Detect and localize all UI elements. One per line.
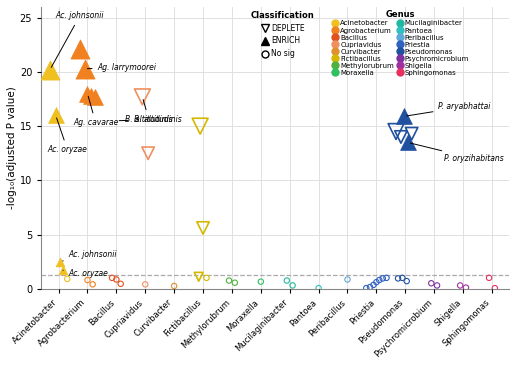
Point — [485, 275, 493, 281]
Point — [343, 277, 352, 283]
Point — [397, 134, 405, 140]
Point — [283, 278, 291, 284]
Point — [88, 281, 97, 287]
Point — [63, 276, 71, 282]
Point — [83, 277, 92, 283]
Point — [379, 276, 387, 281]
Text: Ag. larrymoorei: Ag. larrymoorei — [87, 63, 157, 72]
Point — [202, 275, 211, 281]
Point — [366, 284, 374, 290]
Point — [433, 283, 441, 288]
Text: Ac. oryzae: Ac. oryzae — [63, 269, 109, 278]
Point — [90, 94, 99, 100]
Point — [59, 267, 67, 273]
Point — [257, 279, 265, 285]
Point — [196, 123, 204, 129]
Point — [83, 91, 92, 97]
Point — [372, 279, 381, 285]
Text: B. altitudinis: B. altitudinis — [125, 100, 173, 124]
Point — [369, 282, 378, 288]
Text: P. aryabhattai: P. aryabhattai — [407, 102, 491, 116]
Point — [392, 128, 400, 134]
Point — [141, 281, 149, 287]
Point — [144, 150, 152, 156]
Point — [51, 112, 60, 118]
Point — [81, 66, 89, 72]
Point — [46, 67, 54, 73]
Point — [138, 94, 147, 100]
Point — [289, 283, 297, 288]
Point — [362, 285, 370, 291]
Point — [402, 278, 411, 284]
Y-axis label: -log₁₀(adjusted P value): -log₁₀(adjusted P value) — [7, 86, 17, 209]
Point — [231, 280, 239, 285]
Point — [199, 225, 207, 231]
Point — [112, 277, 121, 283]
Text: Ac. oryzae: Ac. oryzae — [48, 118, 87, 154]
Legend: Acinetobacter, Agrobacterium, Bacillus, Cupriavidus, Curvibacter, Fictibacillus,: Acinetobacter, Agrobacterium, Bacillus, … — [333, 10, 469, 76]
Text: P. oryzihabitans: P. oryzihabitans — [410, 143, 504, 163]
Point — [315, 285, 323, 291]
Point — [404, 139, 412, 145]
Point — [408, 131, 416, 137]
Point — [194, 274, 203, 280]
Point — [170, 283, 178, 289]
Point — [400, 113, 408, 119]
Text: Ac. johnsonii: Ac. johnsonii — [63, 250, 117, 261]
Text: Ac. johnsonii: Ac. johnsonii — [51, 11, 104, 67]
Point — [382, 275, 391, 281]
Point — [56, 259, 64, 265]
Point — [225, 278, 233, 284]
Point — [116, 281, 125, 287]
Point — [87, 93, 95, 99]
Point — [456, 283, 464, 288]
Text: B. altitudinis: B. altitudinis — [119, 115, 181, 124]
Point — [394, 276, 402, 281]
Point — [491, 285, 499, 291]
Point — [427, 280, 435, 286]
Point — [462, 285, 470, 291]
Point — [108, 275, 116, 281]
Point — [76, 46, 84, 52]
Text: Ag. cavarae: Ag. cavarae — [73, 96, 119, 127]
Point — [398, 275, 407, 281]
Point — [375, 277, 383, 283]
